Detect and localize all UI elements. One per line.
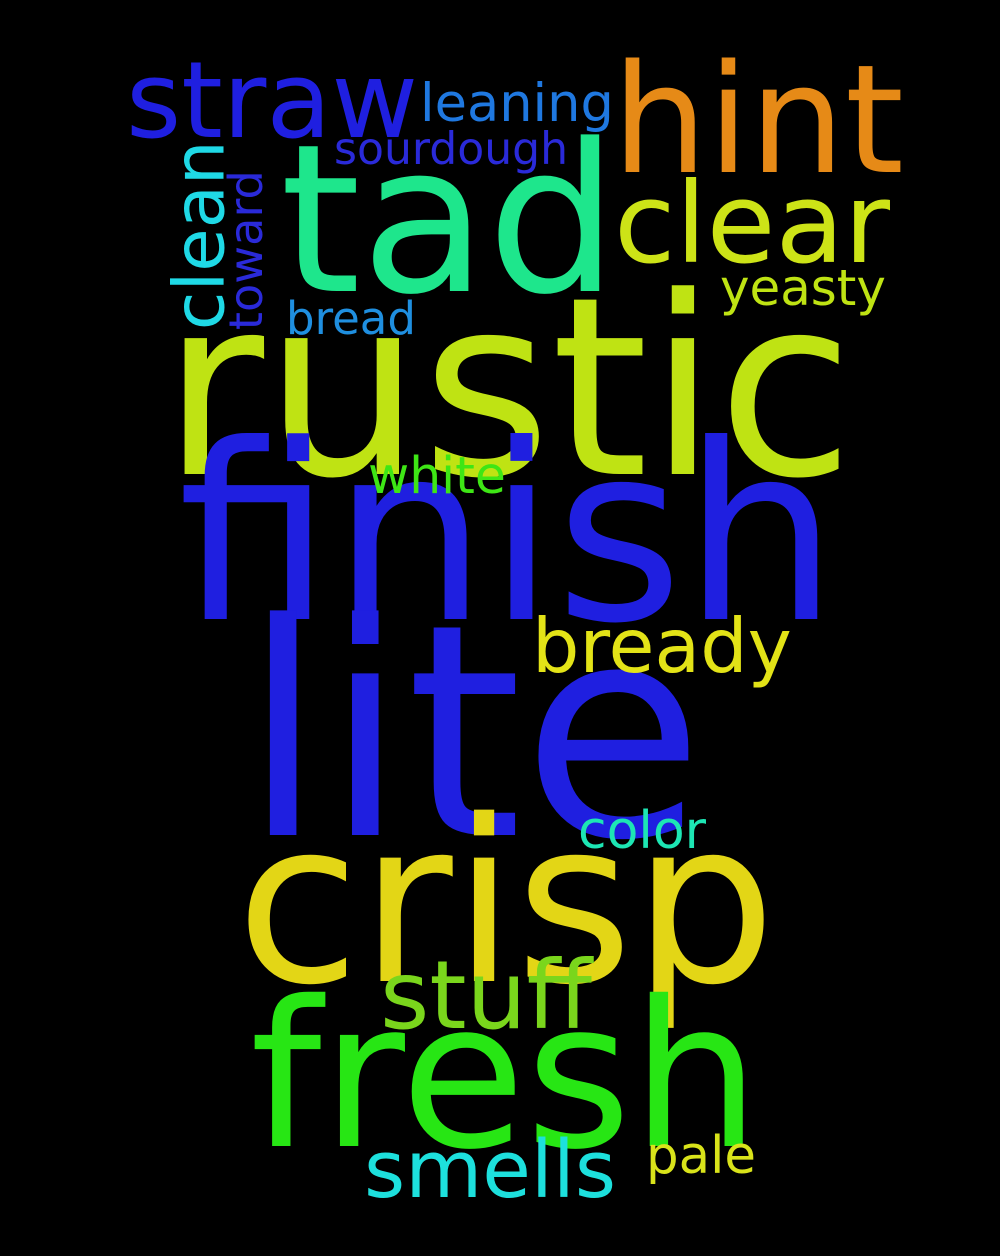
word-sourdough: sourdough xyxy=(334,124,569,175)
word-bread: bread xyxy=(286,291,416,345)
word-crisp: crisp xyxy=(236,773,776,1036)
word-toward: toward xyxy=(218,170,273,330)
word-stuff: stuff xyxy=(380,940,592,1051)
word-finish: finish xyxy=(178,391,839,677)
word-bready: bready xyxy=(532,602,792,690)
word-hint: hint xyxy=(612,31,904,208)
word-white: white xyxy=(368,445,506,505)
word-fresh: fresh xyxy=(250,956,761,1194)
word-lite: lite xyxy=(242,561,705,906)
word-pale: pale xyxy=(646,1126,757,1187)
word-leaning: leaning xyxy=(420,72,614,134)
word-rustic: rustic xyxy=(162,242,854,533)
word-smells: smells xyxy=(364,1123,617,1216)
word-clear: clear xyxy=(614,159,891,290)
word-yeasty: yeasty xyxy=(720,259,886,317)
word-color: color xyxy=(578,801,707,861)
word-straw: straw xyxy=(126,39,419,162)
word-tad: tad xyxy=(280,99,618,340)
